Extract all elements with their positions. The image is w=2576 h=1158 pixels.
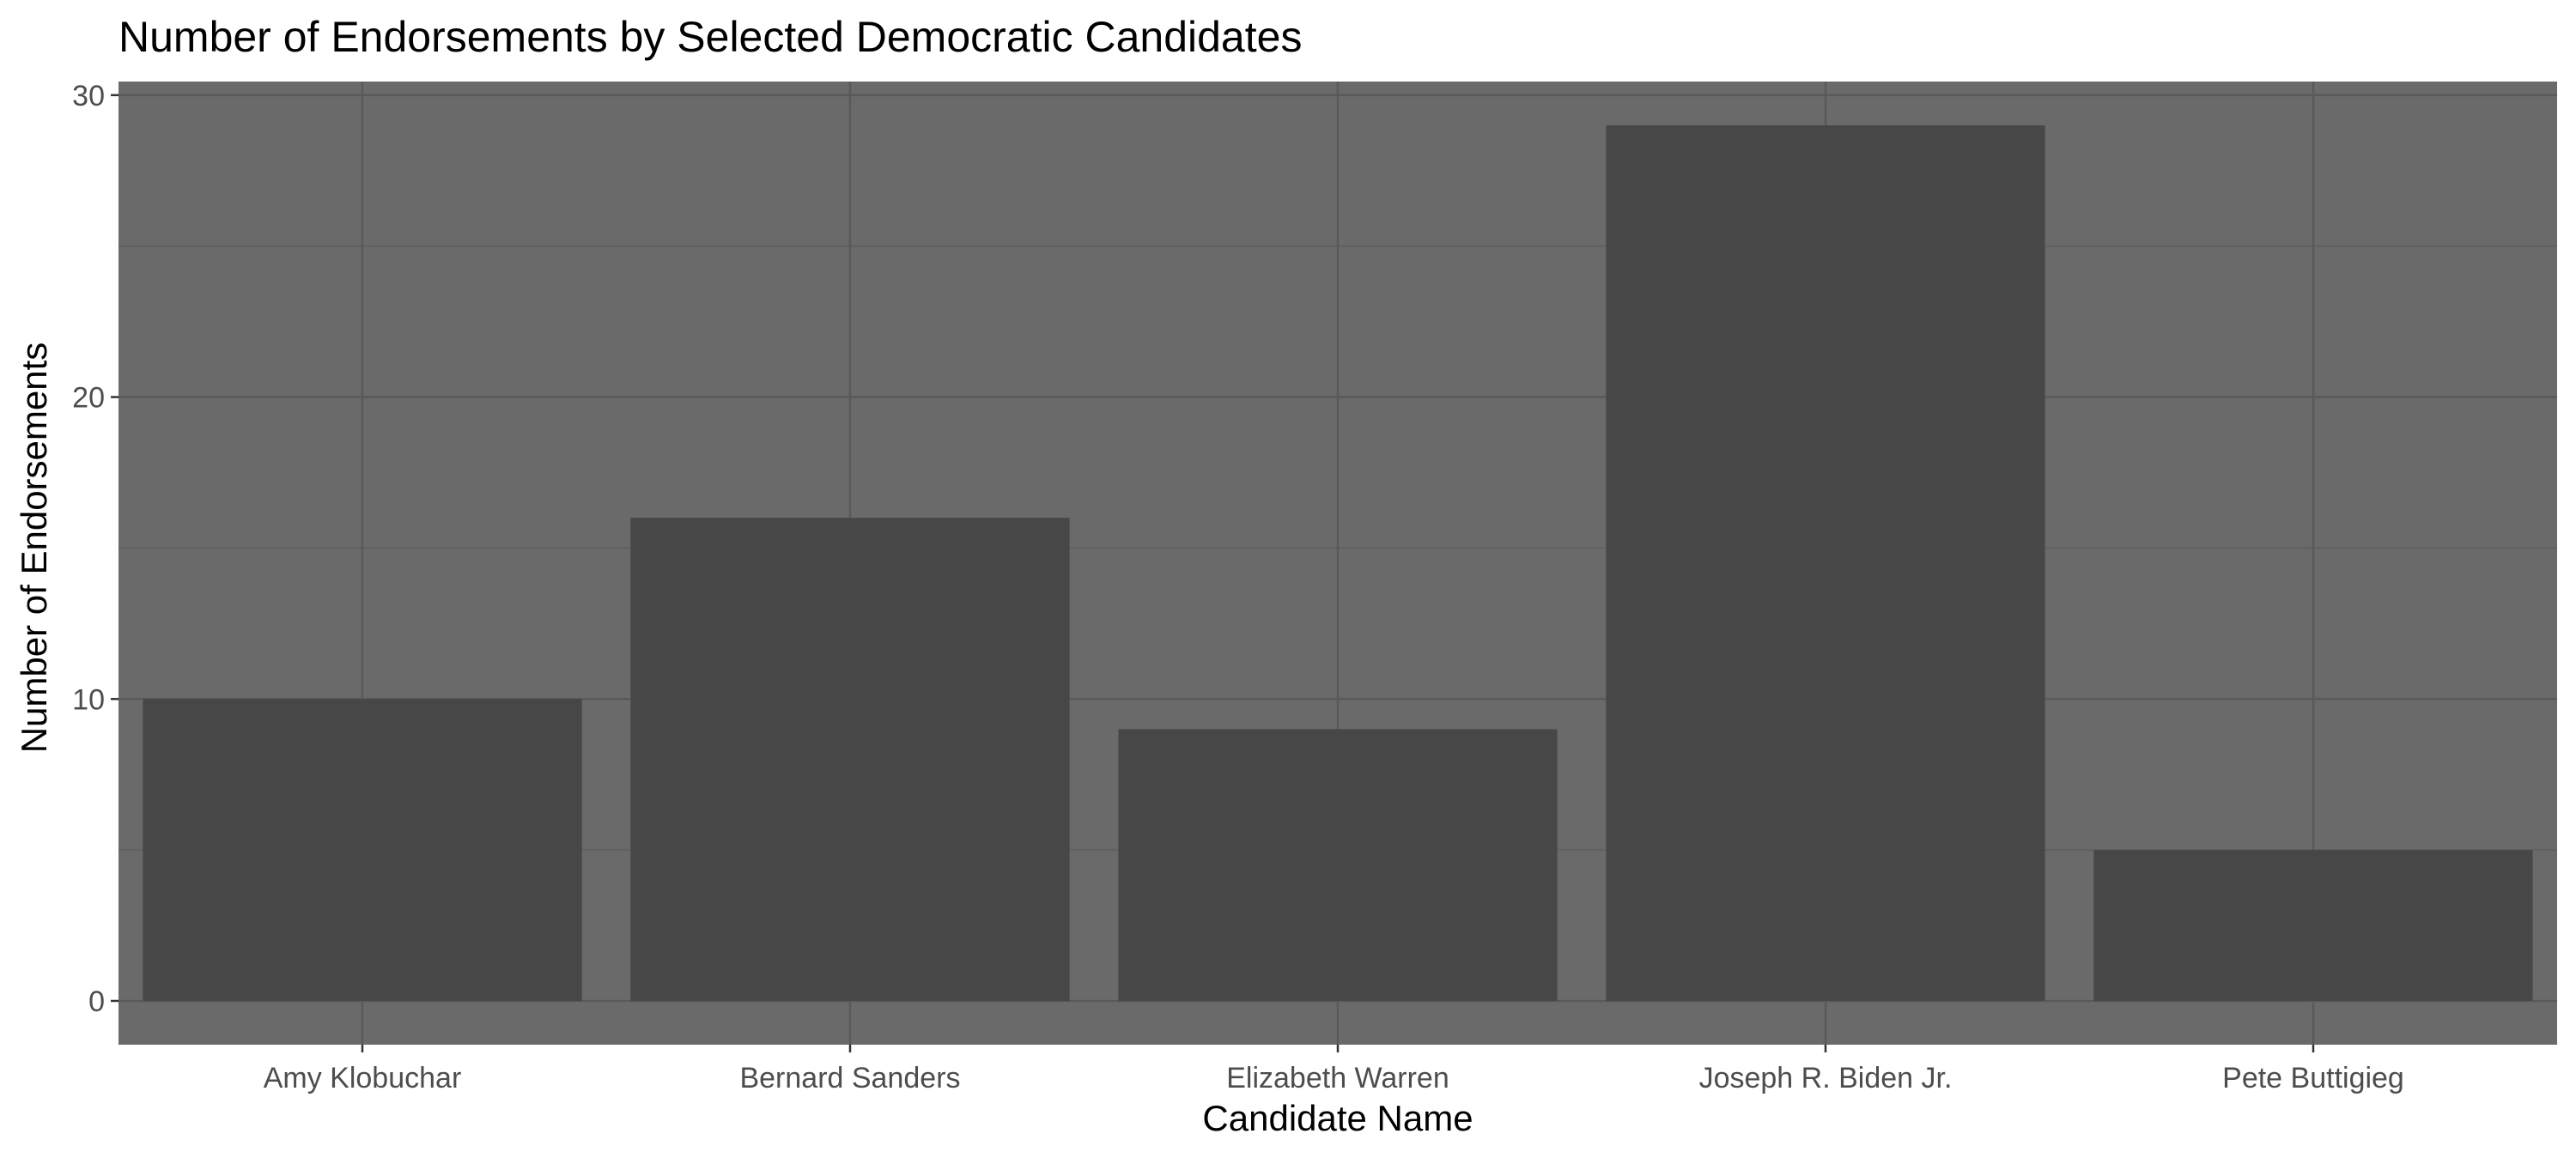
chart-title: Number of Endorsements by Selected Democ… bbox=[118, 13, 1302, 61]
bar bbox=[1606, 125, 2045, 1001]
x-tick-label: Joseph R. Biden Jr. bbox=[1699, 1062, 1953, 1094]
y-tick-label: 20 bbox=[72, 382, 105, 415]
y-axis-title: Number of Endorsements bbox=[14, 343, 54, 754]
y-tick-label: 30 bbox=[72, 80, 105, 112]
x-axis-title: Candidate Name bbox=[1202, 1098, 1473, 1138]
x-axis: Amy Klobuchar Bernard Sanders Elizabeth Wa… bbox=[264, 1045, 2404, 1094]
bars bbox=[143, 125, 2533, 1001]
y-tick-label: 10 bbox=[72, 683, 105, 716]
y-axis: 0 10 20 30 bbox=[72, 80, 118, 1018]
bar bbox=[1118, 729, 1558, 1001]
x-tick-label: Pete Buttigieg bbox=[2222, 1062, 2404, 1094]
x-tick-label: Elizabeth Warren bbox=[1226, 1062, 1449, 1094]
x-tick-label: Bernard Sanders bbox=[739, 1062, 960, 1094]
y-tick-label: 0 bbox=[88, 985, 105, 1018]
bar bbox=[2093, 850, 2533, 1001]
bar bbox=[143, 699, 582, 1001]
bar bbox=[630, 518, 1070, 1001]
x-tick-label: Amy Klobuchar bbox=[264, 1062, 462, 1094]
